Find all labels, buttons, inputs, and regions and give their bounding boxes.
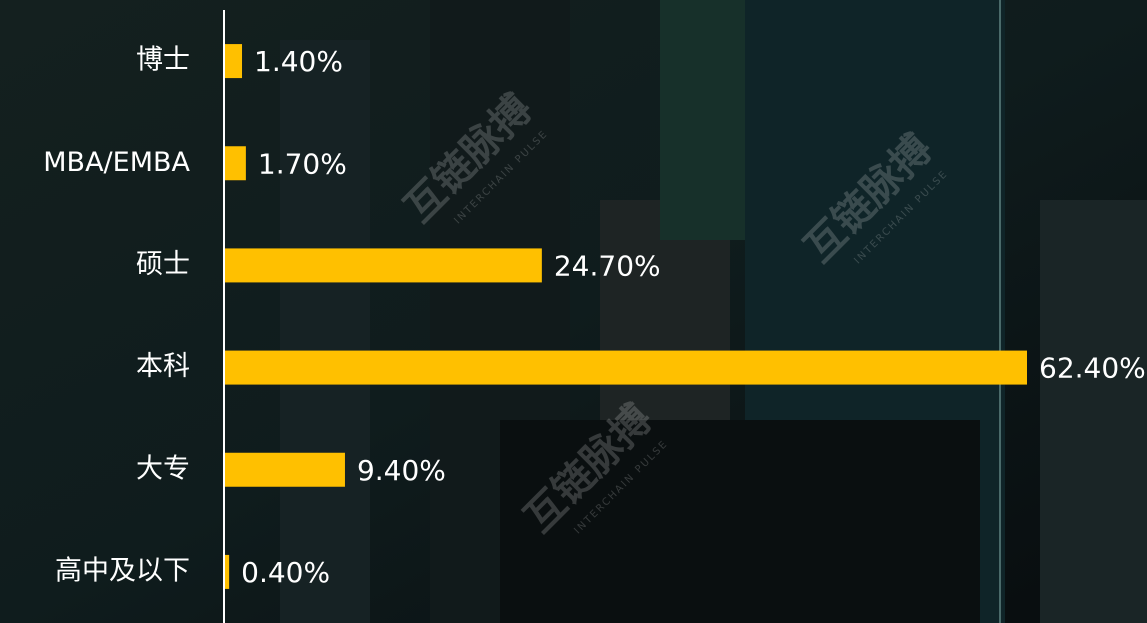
category-label: 硕士 (136, 249, 190, 280)
bar (225, 146, 246, 181)
value-label: 9.40% (357, 454, 446, 487)
value-label: 1.40% (254, 45, 343, 78)
bar (225, 554, 230, 589)
value-label: 1.70% (258, 147, 347, 180)
value-label: 62.40% (1039, 352, 1146, 385)
category-label: 本科 (136, 351, 190, 382)
bar (225, 44, 243, 79)
value-label: 0.40% (241, 556, 330, 589)
value-label: 24.70% (554, 249, 661, 282)
category-label: MBA/EMBA (43, 147, 190, 178)
category-label: 大专 (136, 453, 190, 484)
category-label: 高中及以下 (55, 555, 190, 586)
category-label: 博士 (136, 45, 190, 76)
bar (225, 350, 1027, 385)
bar (225, 248, 542, 283)
plot-area: 博士 1.40% MBA/EMBA 1.70% 硕士 24.70% 本科 62.40% 大专 9.… (43, 44, 1146, 589)
bar (225, 452, 345, 487)
